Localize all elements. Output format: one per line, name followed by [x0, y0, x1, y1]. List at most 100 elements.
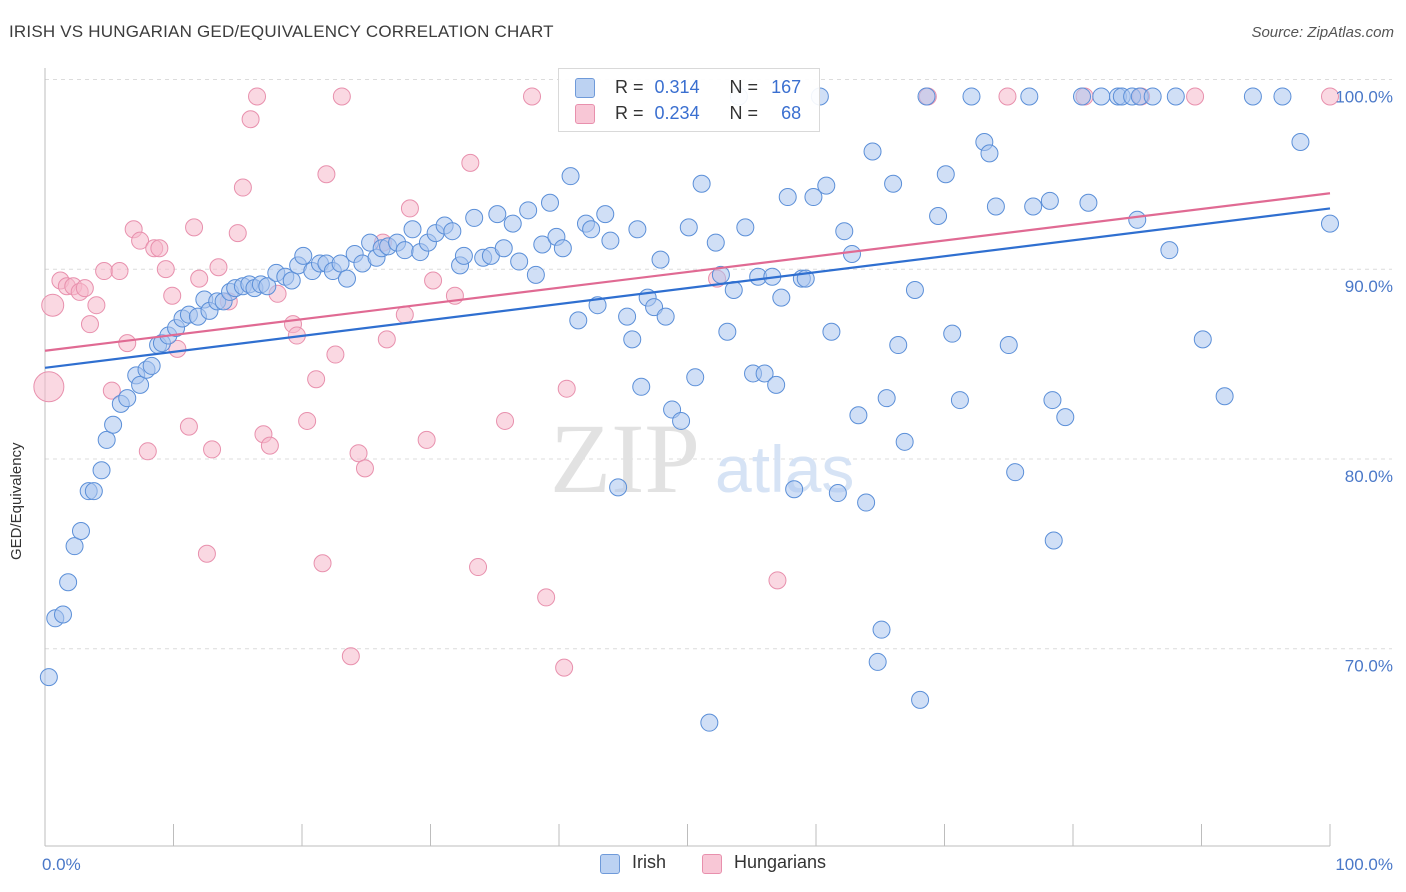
hungarians-r-value: 0.234 — [654, 103, 700, 123]
hungarians-point — [313, 554, 332, 573]
irish-point — [403, 220, 422, 239]
hungarians-point — [131, 231, 150, 250]
hungarians-point — [241, 110, 260, 129]
irish-point — [804, 188, 823, 207]
hungarians-point — [110, 262, 129, 281]
irish-point — [494, 239, 513, 258]
irish-point — [1056, 408, 1075, 427]
irish-point — [905, 281, 924, 300]
stats-legend: R = 0.314 N = 167 R = 0.234 N = 68 — [558, 68, 820, 132]
hungarians-point — [377, 330, 396, 349]
irish-point — [929, 207, 948, 226]
irish-point — [632, 377, 651, 396]
irish-point — [767, 375, 786, 394]
irish-point — [1072, 87, 1091, 106]
irish-legend-label: Irish — [632, 852, 667, 872]
hungarians-point — [317, 165, 336, 184]
irish-point — [454, 246, 473, 265]
hungarians-point — [190, 269, 209, 288]
irish-point — [118, 389, 137, 408]
irish-point — [92, 461, 111, 480]
y-tick-label: 90.0% — [1345, 277, 1393, 296]
irish-point — [672, 411, 691, 430]
irish-point — [828, 484, 847, 503]
irish-point — [142, 356, 161, 375]
hungarians-point — [102, 381, 121, 400]
irish-point — [588, 296, 607, 315]
irish-point — [962, 87, 981, 106]
irish-point — [884, 174, 903, 193]
irish-point — [1166, 87, 1185, 106]
irish-point — [623, 330, 642, 349]
irish-points — [39, 87, 1339, 732]
irish-point — [911, 690, 930, 709]
hungarians-point — [260, 436, 279, 455]
hungarians-point — [349, 444, 368, 463]
irish-point — [488, 205, 507, 224]
irish-point — [569, 311, 588, 330]
irish-point — [736, 218, 755, 237]
hungarians-point — [417, 430, 436, 449]
irish-point — [755, 364, 774, 383]
irish-point — [59, 573, 78, 592]
irish-point — [872, 620, 891, 639]
hungarians-point — [341, 647, 360, 666]
irish-trend-line — [44, 207, 1331, 369]
irish-point — [863, 142, 882, 161]
irish-point — [1128, 210, 1147, 229]
hungarians-point — [523, 87, 542, 106]
irish-legend-swatch — [600, 854, 620, 874]
x-tick-label-min: 0.0% — [42, 855, 81, 874]
hungarians-points — [33, 87, 1339, 677]
irish-point — [609, 478, 628, 497]
irish-point — [1006, 463, 1025, 482]
axes — [44, 68, 1331, 847]
irish-point — [1291, 133, 1310, 152]
irish-point — [104, 415, 123, 434]
hungarians-point — [185, 218, 204, 237]
hungarians-point — [233, 178, 252, 197]
irish-point — [628, 220, 647, 239]
irish-point — [943, 324, 962, 343]
irish-point — [686, 368, 705, 387]
irish-point — [84, 482, 103, 501]
irish-point — [868, 652, 887, 671]
irish-point — [1143, 87, 1162, 106]
watermark: ZIP atlas — [550, 403, 854, 514]
hungarians-point — [496, 411, 515, 430]
hungarians-point — [332, 87, 351, 106]
hungarians-point — [557, 379, 576, 398]
hungarians-point — [248, 87, 267, 106]
hungarians-swatch — [575, 104, 595, 124]
irish-point — [1193, 330, 1212, 349]
hungarians-point — [424, 271, 443, 290]
irish-point — [294, 246, 313, 265]
hungarians-point — [197, 544, 216, 563]
irish-point — [1079, 193, 1098, 212]
irish-point — [582, 220, 601, 239]
irish-point — [849, 406, 868, 425]
irish-point — [1321, 214, 1339, 233]
hungarians-point — [355, 459, 374, 478]
irish-point — [601, 231, 620, 250]
irish-point — [999, 336, 1018, 355]
hungarians-point — [118, 334, 137, 353]
source-label: Source: ZipAtlas.com — [1251, 24, 1394, 41]
irish-point — [718, 322, 737, 341]
irish-point — [519, 201, 538, 220]
irish-point — [53, 605, 72, 624]
hungarians-point — [461, 153, 480, 172]
irish-point — [772, 288, 791, 307]
irish-point — [1043, 391, 1062, 410]
irish-point — [1044, 531, 1063, 550]
irish-point — [842, 244, 861, 263]
hungarians-point — [998, 87, 1017, 106]
irish-n-value: 167 — [771, 77, 802, 97]
x-tick-label-max: 100.0% — [1335, 855, 1393, 874]
hungarians-point — [1321, 87, 1339, 106]
irish-point — [822, 322, 841, 341]
irish-point — [700, 713, 719, 732]
irish-r-value: 0.314 — [654, 77, 700, 97]
irish-point — [97, 430, 116, 449]
hungarians-point — [75, 279, 94, 298]
